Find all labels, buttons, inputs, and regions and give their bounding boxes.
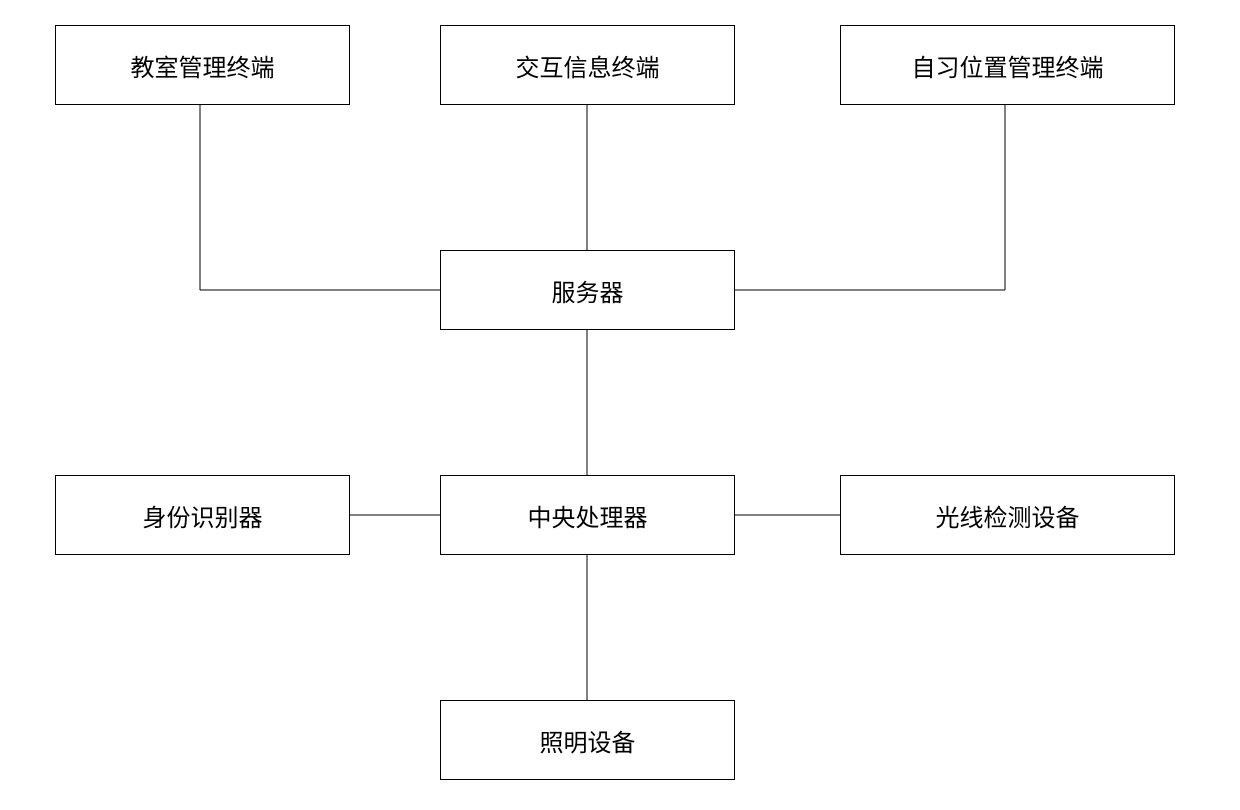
node-id-reader: 身份识别器 xyxy=(55,475,350,555)
node-interaction-terminal: 交互信息终端 xyxy=(440,25,735,105)
node-label: 服务器 xyxy=(552,273,624,308)
node-label: 教室管理终端 xyxy=(131,48,275,83)
node-label: 身份识别器 xyxy=(143,498,263,533)
node-label: 照明设备 xyxy=(540,723,636,758)
node-study-seat-terminal: 自习位置管理终端 xyxy=(840,25,1175,105)
node-label: 光线检测设备 xyxy=(936,498,1080,533)
node-label: 自习位置管理终端 xyxy=(912,48,1104,83)
node-cpu: 中央处理器 xyxy=(440,475,735,555)
node-server: 服务器 xyxy=(440,250,735,330)
node-classroom-terminal: 教室管理终端 xyxy=(55,25,350,105)
node-light-sensor: 光线检测设备 xyxy=(840,475,1175,555)
flowchart-diagram: 教室管理终端 交互信息终端 自习位置管理终端 服务器 身份识别器 中央处理器 光… xyxy=(0,0,1240,810)
connector-layer xyxy=(0,0,1240,810)
node-label: 中央处理器 xyxy=(528,498,648,533)
node-label: 交互信息终端 xyxy=(516,48,660,83)
node-lighting-device: 照明设备 xyxy=(440,700,735,780)
